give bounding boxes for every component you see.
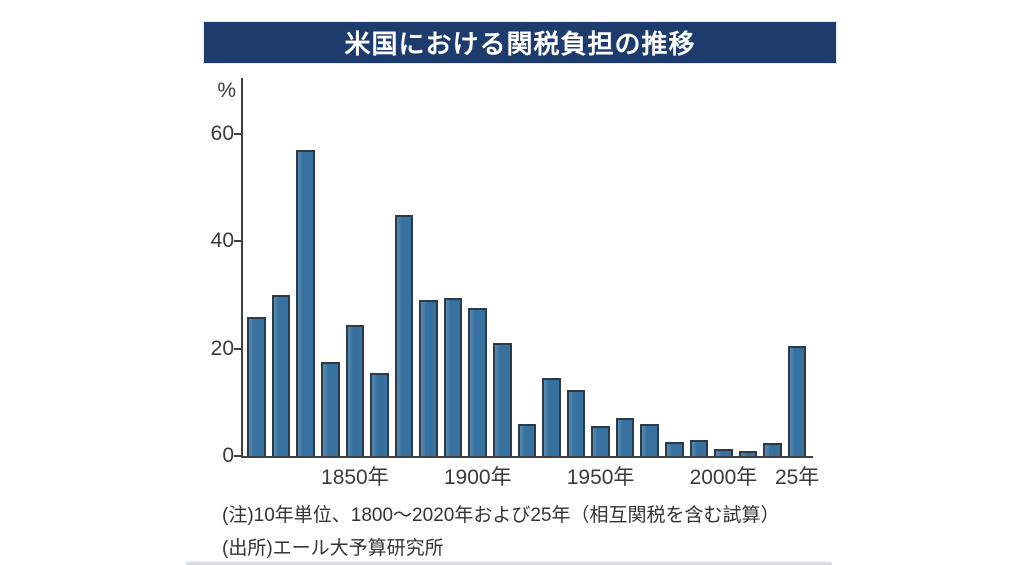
footnote-source: (出所)エール大予算研究所 bbox=[222, 538, 444, 559]
y-tick-label: 60 bbox=[210, 122, 234, 146]
bar-1950 bbox=[591, 426, 610, 456]
bar-1920 bbox=[517, 423, 537, 456]
y-axis-unit-label: % bbox=[217, 79, 236, 102]
bar-1960 bbox=[615, 418, 635, 456]
y-tick-mark bbox=[234, 455, 241, 457]
bar-1890 bbox=[443, 297, 463, 456]
footnote-note: (注)10年単位、1800～2020年および25年（相互関税を含む試算） bbox=[222, 505, 780, 526]
x-axis-line bbox=[241, 456, 813, 458]
bar-2020 bbox=[763, 443, 782, 456]
bar-2025 bbox=[787, 346, 807, 456]
bar-2000 bbox=[714, 449, 733, 456]
x-tick-label: 2000年 bbox=[689, 466, 758, 489]
bar-1930 bbox=[542, 378, 561, 456]
y-tick-mark bbox=[234, 240, 241, 243]
bar-1940 bbox=[566, 390, 586, 456]
bar-1970 bbox=[640, 423, 659, 456]
bar-1990 bbox=[689, 439, 709, 456]
bar-1980 bbox=[664, 441, 684, 456]
y-axis-line bbox=[241, 78, 243, 458]
bar-1900 bbox=[468, 308, 488, 456]
chart-title: 米国における関税負担の推移 bbox=[344, 29, 696, 59]
x-tick-label: 1950年 bbox=[566, 466, 635, 489]
bar-1840 bbox=[321, 362, 340, 456]
bar-2010 bbox=[738, 450, 758, 456]
y-tick-mark bbox=[234, 347, 241, 350]
bar-1810 bbox=[247, 316, 266, 456]
bar-1820 bbox=[271, 295, 291, 456]
bar-1830 bbox=[296, 150, 316, 456]
y-tick-label: 20 bbox=[210, 336, 234, 360]
bar-1880 bbox=[419, 300, 438, 456]
next-section-edge bbox=[186, 561, 832, 565]
x-tick-label: 1850年 bbox=[321, 466, 389, 489]
bar-1910 bbox=[493, 343, 512, 456]
chart-title-banner: 米国における関税負担の推移 bbox=[204, 22, 836, 63]
x-tick-label: 25年 bbox=[774, 466, 820, 489]
y-tick-label: 40 bbox=[210, 229, 234, 253]
bar-1860 bbox=[370, 372, 389, 456]
y-tick-label: 0 bbox=[222, 444, 234, 467]
bar-1870 bbox=[394, 214, 414, 456]
x-tick-label: 1900年 bbox=[443, 466, 512, 489]
bar-1850 bbox=[345, 324, 365, 456]
y-tick-mark bbox=[234, 133, 241, 136]
